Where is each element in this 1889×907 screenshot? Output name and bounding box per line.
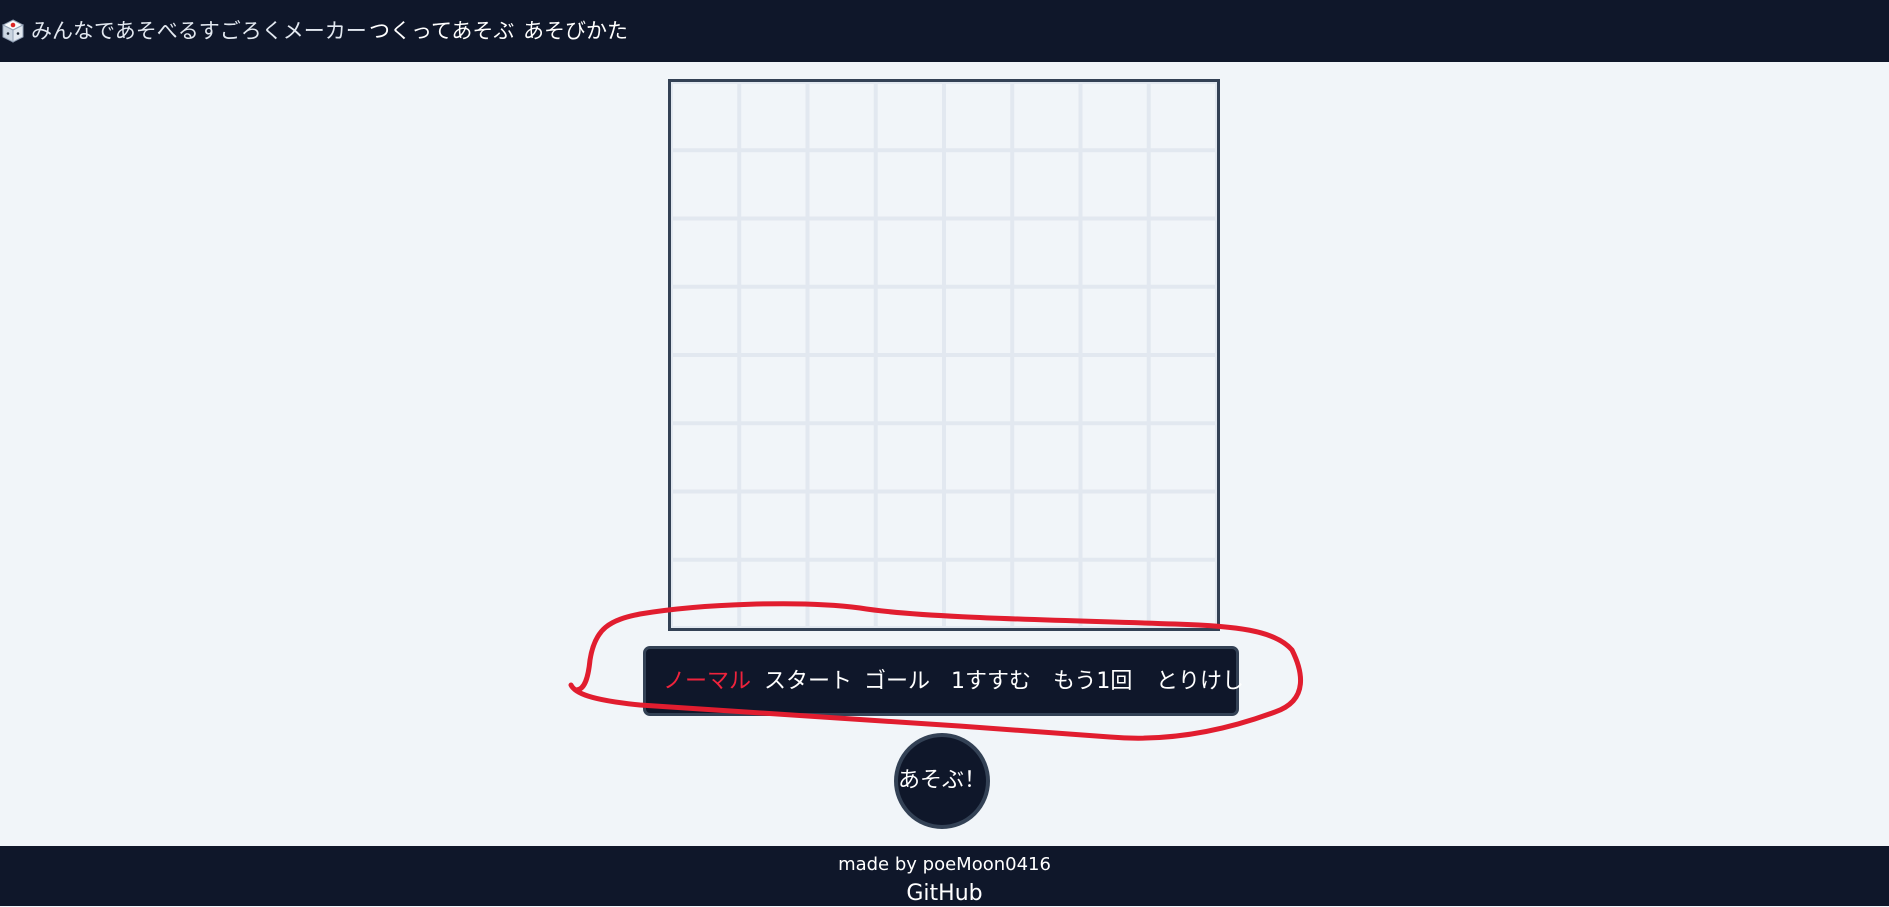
play-button[interactable]: あそぶ！ <box>894 733 990 829</box>
tool-normal[interactable]: ノーマル <box>663 669 752 694</box>
app-header: みんなであそべるすごろくメーカー つくってあそぶ あそびかた <box>0 0 1889 62</box>
nav-how-to-play[interactable]: あそびかた <box>523 19 628 43</box>
nav-create-and-play[interactable]: つくってあそぶ <box>369 19 515 43</box>
tool-start[interactable]: スタート <box>764 669 853 694</box>
tool-erase[interactable]: とりけし <box>1156 669 1245 694</box>
tool-roll-again[interactable]: もう1回 <box>1053 669 1133 694</box>
github-link[interactable]: GitHub <box>906 881 983 906</box>
app-title[interactable]: みんなであそべるすごろくメーカー <box>31 19 367 43</box>
cell-type-toolbar: ノーマル スタート ゴール 1すすむ もう1回 とりけし <box>643 646 1244 716</box>
author-credit: made by poeMoon0416 <box>838 854 1051 875</box>
tool-advance-one[interactable]: 1すすむ <box>951 669 1031 694</box>
sugoroku-board-grid[interactable] <box>668 79 1220 631</box>
dice-icon <box>2 19 24 43</box>
app-footer: made by poeMoon0416 GitHub <box>0 846 1889 906</box>
tool-goal[interactable]: ゴール <box>864 669 931 694</box>
